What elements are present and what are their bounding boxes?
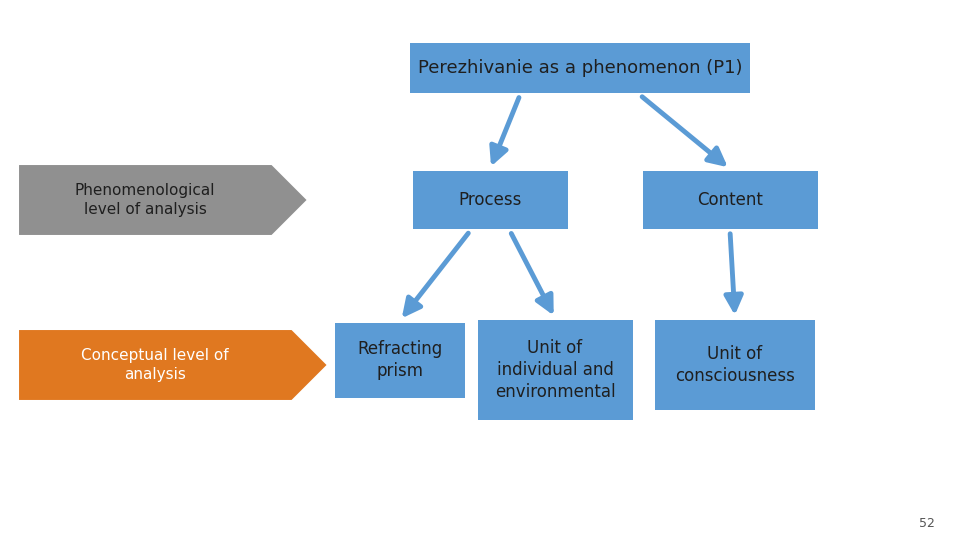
FancyBboxPatch shape xyxy=(410,43,750,93)
FancyBboxPatch shape xyxy=(655,320,815,410)
Text: Content: Content xyxy=(697,191,763,209)
FancyBboxPatch shape xyxy=(413,171,567,229)
Text: Phenomenological
level of analysis: Phenomenological level of analysis xyxy=(75,183,215,217)
Polygon shape xyxy=(18,329,328,401)
Text: Unit of
consciousness: Unit of consciousness xyxy=(675,345,795,385)
FancyBboxPatch shape xyxy=(335,322,465,397)
FancyBboxPatch shape xyxy=(642,171,818,229)
Text: Process: Process xyxy=(458,191,521,209)
FancyBboxPatch shape xyxy=(477,320,633,420)
Text: Perezhivanie as a phenomenon (P1): Perezhivanie as a phenomenon (P1) xyxy=(418,59,742,77)
Text: 52: 52 xyxy=(919,517,935,530)
Text: Unit of
individual and
environmental: Unit of individual and environmental xyxy=(494,339,615,401)
Text: Refracting
prism: Refracting prism xyxy=(357,340,443,380)
Text: Conceptual level of
analysis: Conceptual level of analysis xyxy=(82,348,228,382)
Polygon shape xyxy=(18,164,308,236)
